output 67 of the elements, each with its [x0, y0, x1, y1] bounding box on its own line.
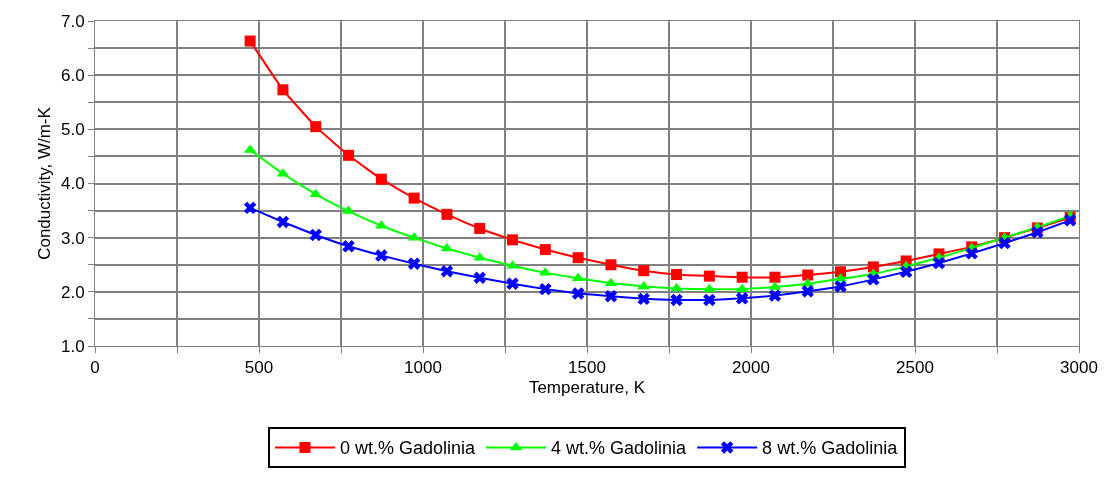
point: [473, 271, 486, 284]
point: [735, 292, 749, 305]
point: [244, 35, 256, 47]
x-axis-title: Temperature, K: [528, 377, 646, 397]
point: [539, 244, 551, 256]
point: [835, 266, 847, 278]
point: [343, 149, 355, 161]
point: [277, 84, 289, 96]
x-tick-label: 3000: [1060, 358, 1098, 378]
point: [703, 293, 716, 307]
point: [604, 289, 618, 303]
point: [671, 269, 683, 280]
legend-label: 4 wt.% Gadolinia: [551, 438, 688, 459]
x-tick-label: 1500: [568, 358, 606, 378]
point: [932, 256, 946, 270]
point: [769, 271, 781, 283]
point: [243, 201, 257, 215]
point: [375, 249, 388, 262]
point: [638, 265, 650, 277]
point: [703, 270, 715, 282]
point: [998, 236, 1011, 250]
point: [605, 259, 617, 271]
point: [736, 271, 748, 283]
x-tick-label: 0: [90, 358, 100, 378]
point: [834, 280, 847, 293]
point: [309, 188, 323, 198]
point: [571, 272, 585, 282]
x-tick-label: 2000: [732, 358, 770, 378]
point: [768, 289, 782, 302]
point: [507, 234, 519, 246]
point: [867, 273, 880, 286]
y-tick-label: 7.0: [60, 11, 85, 31]
point: [441, 208, 453, 220]
point: [342, 240, 355, 253]
point: [440, 265, 454, 278]
point: [899, 265, 913, 279]
y-tick-label: 3.0: [60, 228, 85, 248]
point: [474, 222, 486, 234]
y-tick-label: 6.0: [60, 66, 85, 86]
legend-label: 8 wt.% Gadolinia: [762, 438, 899, 459]
point: [506, 277, 519, 290]
point: [571, 287, 585, 300]
point: [670, 293, 683, 307]
x-tick-label: 2500: [896, 358, 934, 378]
point: [867, 261, 879, 273]
point: [637, 280, 651, 290]
point: [408, 192, 420, 204]
point: [965, 247, 978, 260]
point: [801, 285, 814, 298]
point: [1031, 226, 1044, 239]
y-tick-label: 5.0: [60, 120, 85, 140]
x-tick-label: 500: [244, 358, 274, 378]
point: [637, 292, 650, 306]
y-axis-title: Conductivity, W/m-K: [34, 106, 54, 260]
legend-label: 0 wt.% Gadolinia: [340, 438, 477, 459]
point: [572, 252, 584, 264]
y-tick-label: 4.0: [60, 174, 85, 194]
x-tick-label: 1000: [404, 358, 442, 378]
point: [310, 121, 322, 133]
y-tick-label: 1.0: [60, 336, 85, 356]
point: [407, 257, 421, 270]
point: [802, 269, 814, 281]
point: [309, 228, 322, 242]
point: [539, 282, 552, 296]
y-tick-label: 2.0: [60, 282, 85, 302]
point: [276, 215, 290, 229]
point: [375, 173, 387, 185]
